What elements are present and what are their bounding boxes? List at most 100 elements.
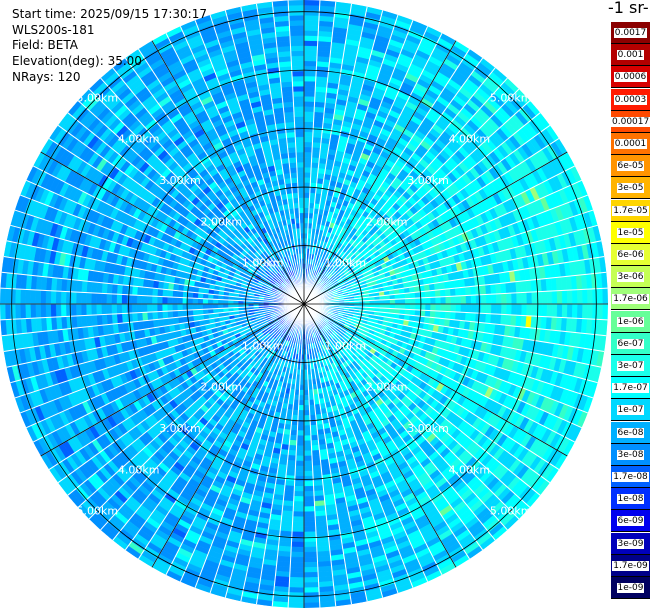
range-bin xyxy=(303,202,310,209)
range-bin xyxy=(439,288,446,298)
range-bin xyxy=(601,272,608,289)
range-bin xyxy=(602,303,608,321)
range-bin xyxy=(429,310,436,318)
range-bin xyxy=(303,526,317,533)
range-bin xyxy=(521,303,528,316)
range-bin xyxy=(455,303,462,313)
range-bin xyxy=(303,571,319,578)
range-bin xyxy=(285,470,296,477)
range-bin xyxy=(312,136,322,143)
range-bin xyxy=(459,286,467,296)
range-bin xyxy=(303,541,317,548)
range-bin xyxy=(303,480,314,487)
range-bin xyxy=(511,303,518,316)
range-bin xyxy=(293,485,305,492)
range-bin xyxy=(303,485,315,492)
range-bin xyxy=(303,141,313,148)
range-bin xyxy=(303,496,315,502)
ppi-plot: 1.00km2.00km3.00km4.00km5.00km1.00km2.00… xyxy=(0,0,608,608)
range-bin xyxy=(303,90,316,97)
range-bin xyxy=(444,288,451,297)
range-bin xyxy=(541,291,548,305)
range-bin xyxy=(303,430,312,436)
range-bin xyxy=(454,311,462,321)
range-bin xyxy=(475,303,482,314)
range-bin xyxy=(272,601,289,608)
range-bin xyxy=(303,85,316,92)
range-bin xyxy=(577,303,583,319)
range-bin xyxy=(435,296,442,305)
range-bin xyxy=(434,289,441,298)
range-bin xyxy=(287,449,297,457)
range-bin xyxy=(303,602,321,608)
range-bin xyxy=(303,511,316,518)
range-bin xyxy=(303,80,316,87)
range-bin xyxy=(546,303,553,318)
range-bin xyxy=(465,286,472,296)
range-bin xyxy=(294,475,305,482)
range-bin xyxy=(541,303,548,317)
range-bin xyxy=(284,480,295,487)
range-bin xyxy=(444,311,451,320)
range-bin xyxy=(410,303,416,311)
range-bin xyxy=(288,597,305,604)
range-bin xyxy=(303,556,318,563)
range-bin xyxy=(313,116,324,123)
range-bin xyxy=(290,551,305,558)
range-bin xyxy=(303,172,312,178)
range-bin xyxy=(288,439,298,446)
range-bin xyxy=(551,303,558,318)
range-bin xyxy=(425,297,431,305)
range-bin xyxy=(313,480,324,487)
range-bin xyxy=(303,521,316,528)
range-bin xyxy=(292,506,305,512)
range-bin xyxy=(303,404,310,411)
range-bin xyxy=(303,177,311,183)
range-bin xyxy=(485,313,492,324)
range-bin xyxy=(303,445,312,452)
range-bin xyxy=(303,50,318,57)
range-bin xyxy=(311,454,321,462)
range-bin xyxy=(460,303,467,313)
range-bin xyxy=(319,0,336,7)
range-bin xyxy=(449,311,457,321)
range-bin xyxy=(294,470,305,477)
range-bin xyxy=(291,541,305,548)
range-bin xyxy=(284,485,295,492)
range-bin xyxy=(286,459,296,467)
range-bin xyxy=(290,429,298,436)
range-bin xyxy=(566,289,573,305)
range-bin xyxy=(303,146,313,153)
range-bin xyxy=(506,303,512,316)
range-bin xyxy=(292,521,305,528)
range-bin xyxy=(480,303,487,314)
range-bin xyxy=(303,75,317,82)
range-bin xyxy=(313,485,324,492)
range-bin xyxy=(303,156,312,163)
range-bin xyxy=(310,177,318,184)
range-bin xyxy=(303,166,312,173)
range-bin xyxy=(480,313,487,324)
range-bin xyxy=(455,295,462,305)
range-bin xyxy=(506,292,512,305)
range-bin xyxy=(303,126,314,133)
range-bin xyxy=(394,303,401,310)
range-bin xyxy=(303,161,312,168)
range-bin xyxy=(415,297,421,305)
range-bin xyxy=(592,303,599,320)
range-bin xyxy=(303,0,321,6)
range-bin xyxy=(303,546,318,553)
range-bin xyxy=(296,430,305,436)
range-bin xyxy=(303,582,320,588)
range-bin xyxy=(516,303,523,316)
range-bin xyxy=(440,296,447,305)
range-bin xyxy=(571,289,578,305)
range-bin xyxy=(303,187,311,193)
range-bin xyxy=(303,587,320,594)
range-bin xyxy=(311,444,320,451)
range-bin xyxy=(450,303,457,313)
range-bin xyxy=(303,440,312,447)
range-bin xyxy=(430,303,436,312)
range-bin xyxy=(312,131,323,138)
range-bin xyxy=(303,435,312,442)
